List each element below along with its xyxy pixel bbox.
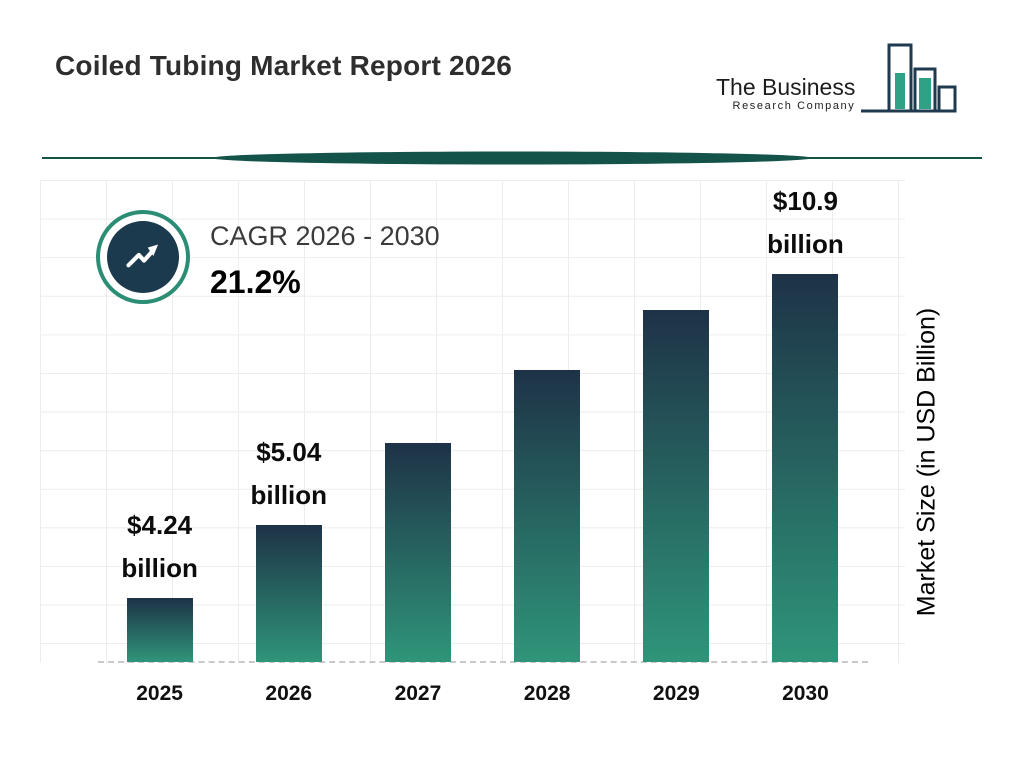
bar-value-label: $4.24 billion [121,510,198,584]
bar-column-2027 [353,180,482,662]
bar-column-2030: $10.9 billion [741,180,870,662]
logo-text: The Business Research Company [716,75,855,122]
trending-up-icon [126,244,159,268]
logo: The Business Research Company [716,42,957,122]
bar-2027 [384,443,451,662]
bar-2029 [643,310,710,662]
logo-name: The Business [716,73,856,100]
bar-column-2028 [483,180,612,662]
page-title: Coiled Tubing Market Report 2026 [55,50,513,81]
x-axis-line [98,661,868,663]
x-axis-labels: 2025 2026 2027 2028 2029 2030 [95,682,870,706]
y-axis-title: Market Size (in USD Billion) [912,307,941,617]
cagr-value: 21.2% [210,264,301,300]
bar-series: $4.24 billion $5.04 billion $10.9 billion [95,180,870,662]
bar-2026 [255,525,322,662]
logo-subname: Research Company [732,100,856,112]
bar-column-2025: $4.24 billion [95,180,224,662]
bar-chart-logo-icon [861,43,957,113]
cagr-badge [96,210,190,304]
cagr-label: CAGR 2026 - 2030 [210,221,440,251]
divider-rule [42,151,982,165]
bar-value-label: $10.9 billion [767,186,844,259]
x-tick-label-2030: 2030 [782,682,829,705]
x-tick-label-2026: 2026 [265,682,313,705]
x-tick-label-2029: 2029 [652,682,700,705]
bar-column-2026: $5.04 billion [224,180,353,662]
bar-2028 [514,370,581,662]
bar-value-label: $5.04 billion [250,437,328,511]
cagr-badge-circle [107,221,179,293]
bar-column-2029 [612,180,741,662]
x-tick-label-2028: 2028 [523,682,571,705]
x-tick-label-2025: 2025 [136,682,183,705]
x-tick-label-2027: 2027 [394,682,442,705]
bar-2025 [126,598,193,662]
bar-2030 [772,273,839,662]
